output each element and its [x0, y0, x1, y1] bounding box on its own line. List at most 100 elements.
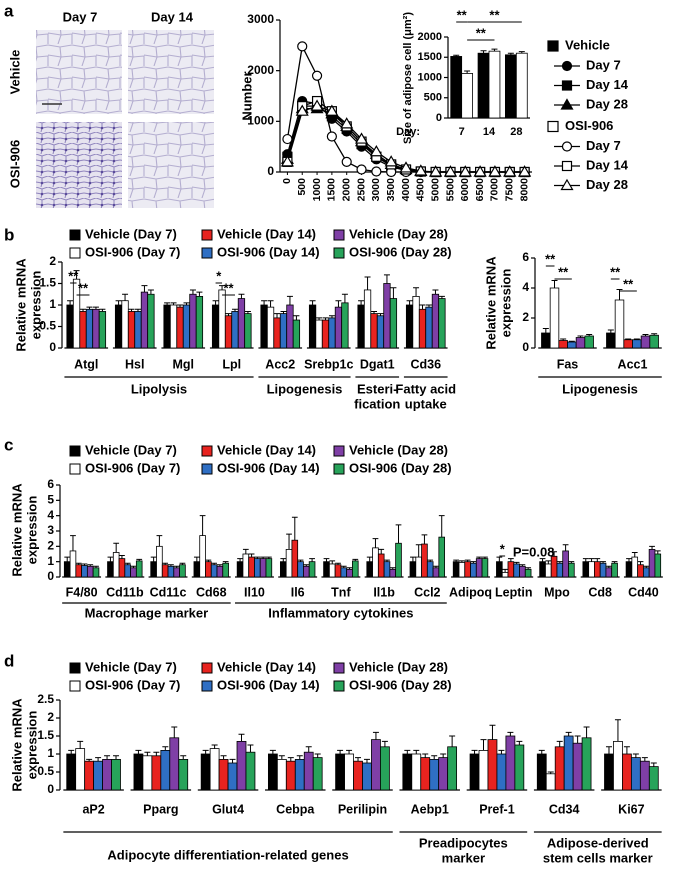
- error-bar: [286, 295, 293, 305]
- bar: [477, 52, 490, 119]
- bar: [142, 755, 153, 791]
- bar: [335, 753, 345, 791]
- annotation: P=0.08: [513, 544, 555, 559]
- y-tick-label: 1500: [418, 51, 442, 63]
- y-tick-label: 2: [47, 539, 54, 553]
- legend-swatch: [333, 463, 345, 475]
- x-tick-label: Fas: [557, 357, 579, 371]
- bar: [92, 567, 100, 578]
- bar: [193, 561, 201, 578]
- x-tick-label: F4/80: [66, 585, 98, 599]
- bar: [216, 565, 224, 578]
- error-bar: [193, 556, 200, 562]
- legend-swatch: [333, 680, 345, 692]
- bar: [639, 760, 650, 791]
- error-bar: [489, 724, 496, 740]
- bar: [92, 308, 100, 349]
- bar: [176, 306, 184, 349]
- bar: [182, 304, 191, 349]
- error-bar: [372, 538, 379, 548]
- bar: [464, 561, 471, 578]
- bar: [121, 300, 129, 349]
- bar: [167, 565, 175, 578]
- error-bar: [390, 287, 397, 299]
- y-tick-label: 0.5: [37, 764, 54, 778]
- bar: [501, 572, 509, 578]
- bar: [431, 293, 440, 349]
- x-tick-label: 3000: [370, 178, 382, 202]
- bar: [308, 561, 316, 578]
- error-bar: [225, 313, 232, 316]
- x-tick-label: Cd8: [588, 585, 612, 599]
- data-point: [310, 99, 324, 111]
- bar: [134, 311, 142, 349]
- bar: [259, 558, 267, 578]
- bar: [452, 561, 460, 578]
- error-bar: [453, 559, 460, 562]
- bar: [594, 561, 601, 578]
- bar: [438, 757, 449, 791]
- y-tick-label: 2: [522, 310, 529, 324]
- bar: [357, 304, 365, 349]
- error-bar: [507, 52, 514, 55]
- error-bar: [395, 524, 402, 544]
- bar: [582, 561, 590, 578]
- annotation: **: [623, 276, 634, 291]
- error-bar: [280, 558, 287, 562]
- bar: [75, 564, 83, 578]
- error-bar: [291, 516, 298, 541]
- bar: [107, 561, 114, 578]
- group-label: Adipocyte differentiation-related genes: [107, 847, 348, 862]
- bar: [515, 52, 528, 119]
- data-point: [399, 161, 413, 173]
- bar: [205, 561, 212, 578]
- error-bar: [355, 757, 362, 762]
- group-label: Adipose-derived: [547, 835, 649, 850]
- bar: [93, 760, 103, 791]
- panel-label: a: [4, 1, 14, 20]
- data-point: [518, 165, 532, 177]
- y-axis-label: expression: [28, 271, 43, 340]
- error-bar: [568, 340, 575, 342]
- error-bar: [164, 302, 171, 305]
- bar: [362, 762, 372, 791]
- legend-label: Day 7: [586, 57, 621, 72]
- bar: [315, 319, 323, 349]
- x-tick-label: Hsl: [125, 357, 144, 371]
- bar: [614, 299, 625, 349]
- bar: [623, 339, 633, 349]
- bar: [222, 562, 229, 578]
- x-tick-label: 5500: [444, 178, 456, 202]
- annotation: **: [223, 280, 234, 295]
- bar: [218, 759, 229, 791]
- bar: [412, 295, 420, 349]
- error-bar: [633, 338, 640, 340]
- error-bar: [242, 548, 249, 554]
- y-tick-label: 1.5: [37, 728, 54, 742]
- data-point: [295, 104, 309, 116]
- annotation: **: [610, 264, 621, 279]
- error-bar: [237, 558, 243, 562]
- bar: [556, 562, 564, 578]
- data-point: [297, 41, 308, 52]
- error-bar: [346, 567, 353, 570]
- error-bar: [464, 559, 471, 562]
- error-bar: [626, 558, 632, 562]
- error-bar: [323, 558, 330, 562]
- bar: [409, 561, 417, 578]
- error-bar: [568, 561, 575, 564]
- legend-label: OSI-906 (Day 7): [85, 244, 180, 259]
- legend-swatch: [69, 662, 81, 674]
- bar: [377, 553, 385, 578]
- error-bar: [623, 746, 630, 754]
- x-tick-label: 7: [459, 126, 465, 138]
- bar: [458, 562, 466, 578]
- x-tick-label: 1000: [311, 178, 323, 202]
- bar: [432, 567, 440, 578]
- x-tick-label: aP2: [82, 802, 104, 816]
- x-tick-label: Cd11b: [106, 585, 144, 599]
- bar: [588, 561, 595, 578]
- error-bar: [189, 289, 196, 295]
- bar: [648, 549, 656, 578]
